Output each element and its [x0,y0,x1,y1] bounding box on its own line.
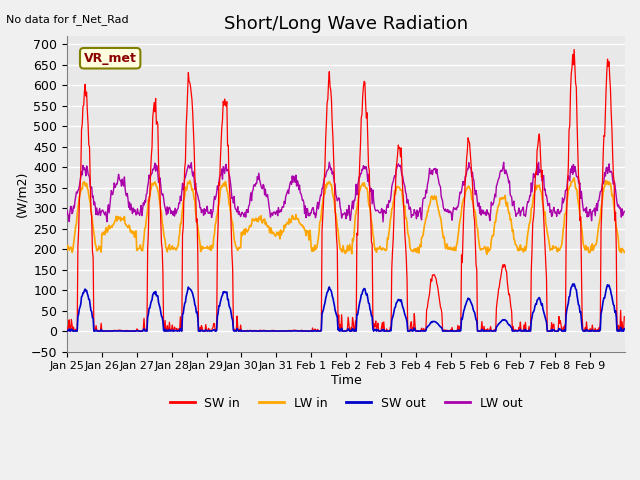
LW out [129,211,136,216]
Text: VR_met: VR_met [84,52,136,65]
SW out [280,328,288,334]
SW out [64,328,72,334]
X-axis label: Time: Time [331,374,362,387]
LW out [63,208,71,214]
LW in [483,252,491,257]
SW out [63,327,71,333]
SW in [570,47,578,52]
SW in [404,328,412,334]
SW out [232,328,239,334]
LW in [280,228,287,234]
Y-axis label: (W/m2): (W/m2) [15,170,28,217]
LW out [380,219,387,225]
SW out [259,328,267,334]
SW in [63,324,71,330]
SW in [620,314,628,320]
SW in [280,328,288,334]
SW out [404,328,412,334]
LW out [620,208,628,214]
LW in [403,220,411,226]
LW in [620,250,628,255]
SW in [259,327,267,333]
LW in [129,230,136,236]
LW in [435,206,442,212]
LW out [280,204,287,210]
SW out [129,328,137,334]
SW in [129,328,137,334]
SW in [64,328,72,334]
LW out [436,182,444,188]
LW out [326,159,333,165]
LW out [259,186,266,192]
Line: LW in: LW in [67,178,624,254]
Line: SW in: SW in [67,49,624,331]
LW in [259,220,266,226]
Legend: SW in, LW in, SW out, LW out: SW in, LW in, SW out, LW out [164,392,527,415]
Line: SW out: SW out [67,284,624,331]
Line: LW out: LW out [67,162,624,222]
SW in [232,328,239,334]
SW out [435,322,443,328]
LW out [404,201,412,206]
LW out [231,204,239,210]
LW in [63,248,71,253]
Text: No data for f_Net_Rad: No data for f_Net_Rad [6,14,129,25]
LW in [570,175,578,181]
LW in [231,239,239,245]
SW in [435,294,443,300]
Title: Short/Long Wave Radiation: Short/Long Wave Radiation [224,15,468,33]
SW out [620,326,628,332]
SW out [570,281,578,287]
